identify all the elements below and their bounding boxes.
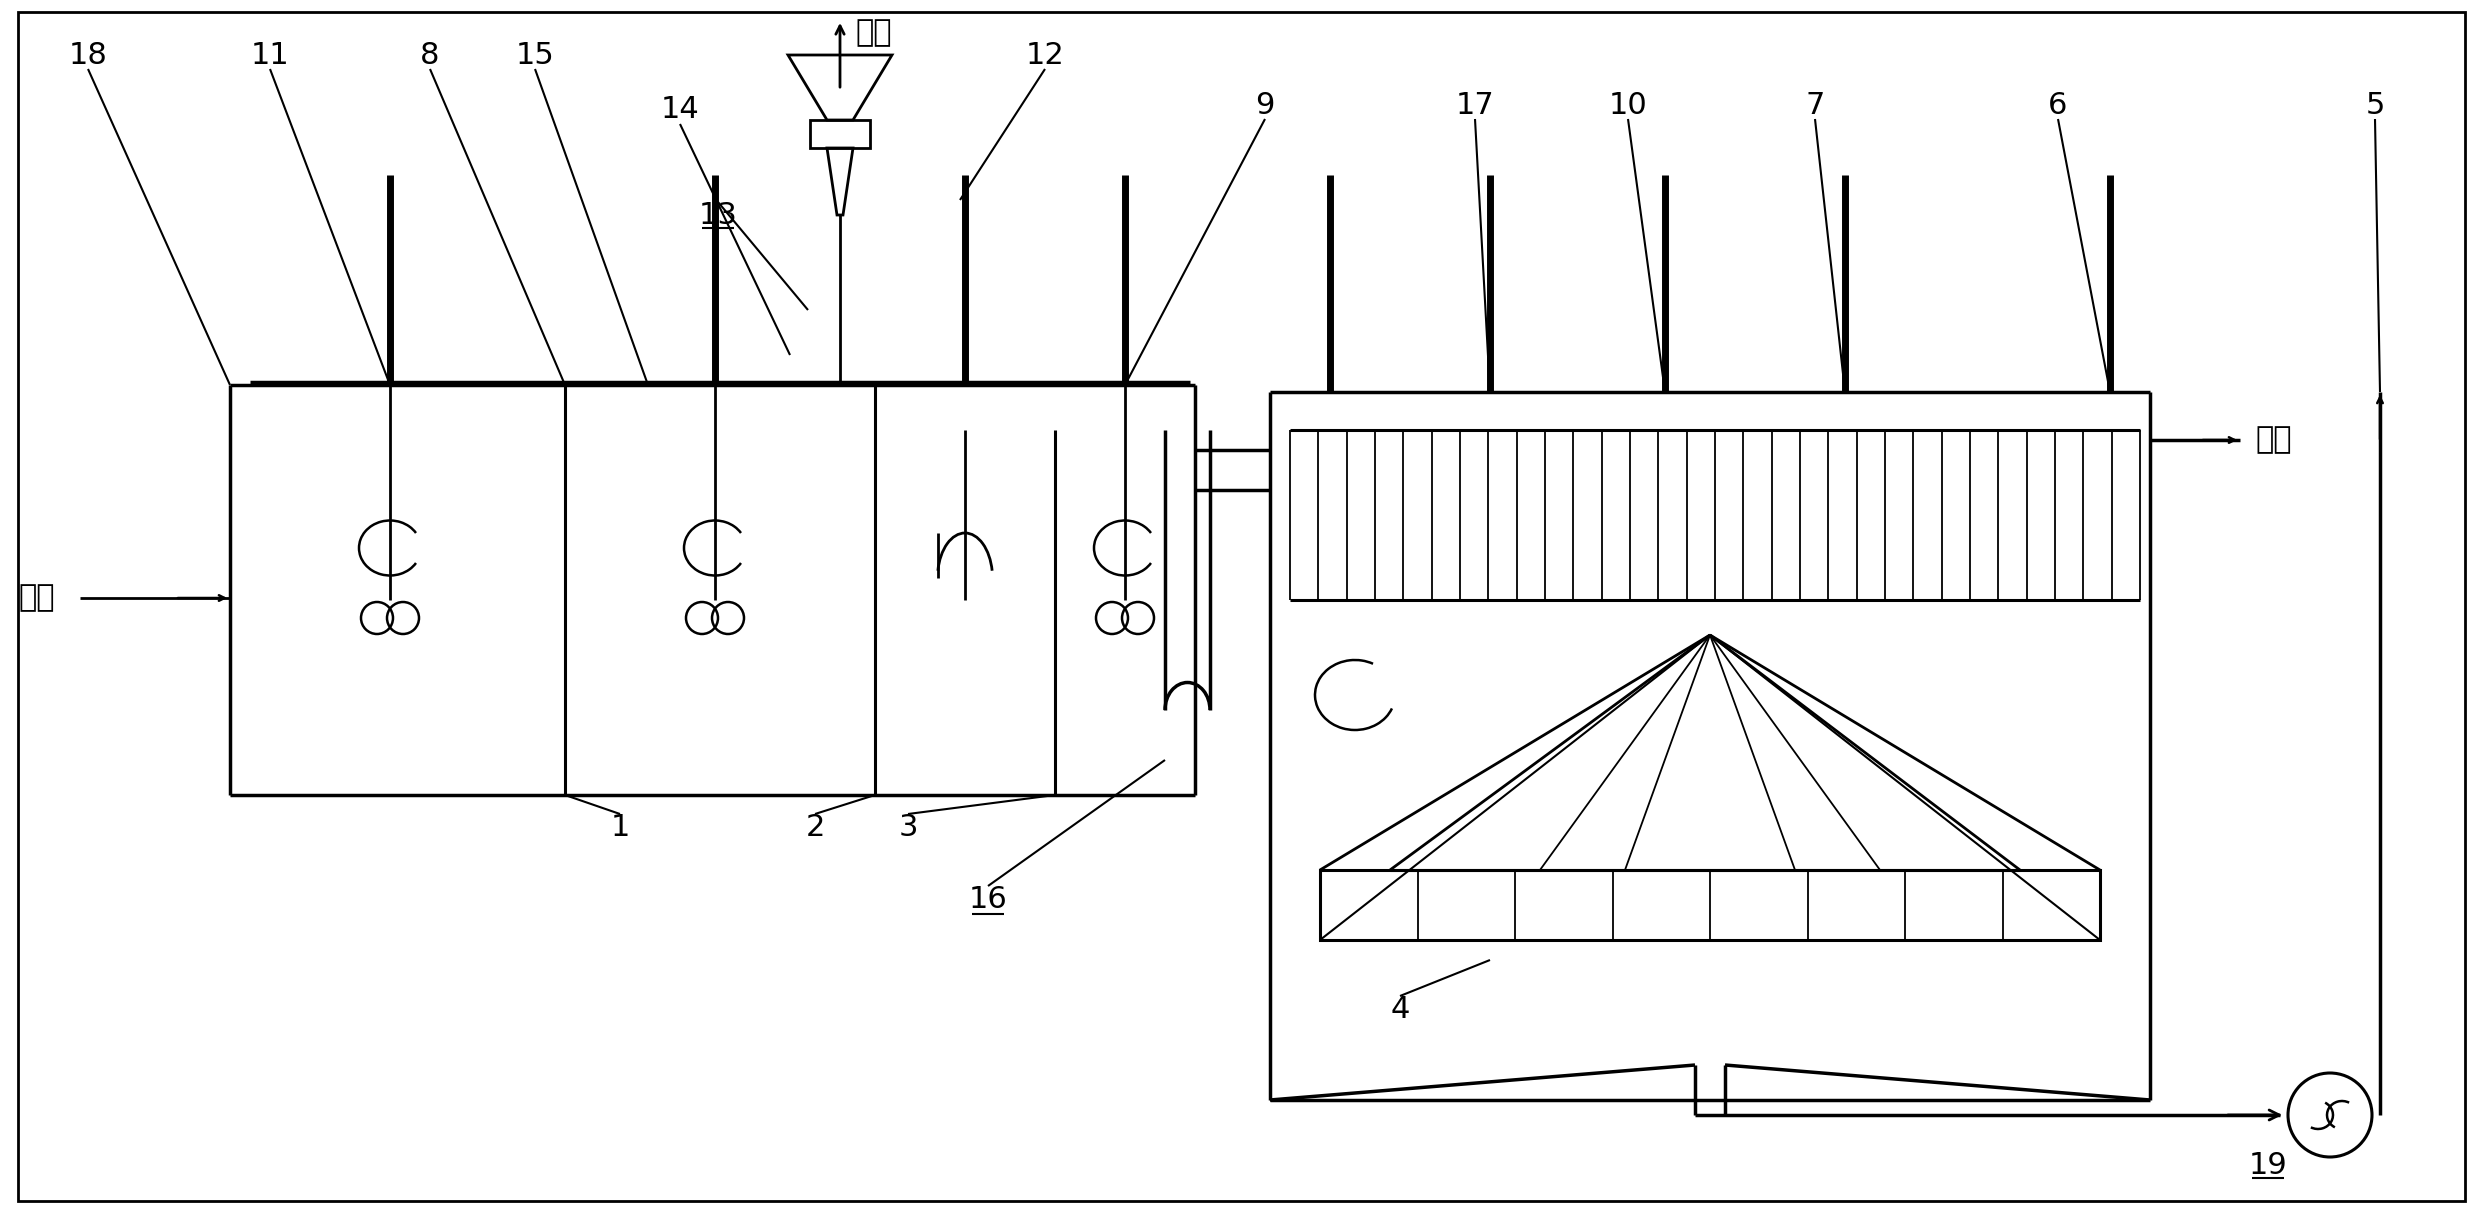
Text: 14: 14	[660, 96, 700, 125]
Text: 18: 18	[70, 40, 107, 69]
Bar	[809, 120, 869, 148]
Text: 出水: 出水	[2255, 426, 2292, 455]
Text: 17: 17	[1455, 91, 1495, 120]
Text: 进水: 进水	[17, 583, 55, 613]
Text: 19: 19	[2250, 1150, 2287, 1179]
Text: 1: 1	[611, 814, 631, 843]
Text: 4: 4	[1390, 996, 1410, 1025]
Text: 5: 5	[2366, 91, 2384, 120]
Text: 13: 13	[698, 200, 737, 229]
Text: 15: 15	[516, 40, 554, 69]
Text: 9: 9	[1256, 91, 1274, 120]
Text: 12: 12	[1025, 40, 1065, 69]
Text: 污泥: 污泥	[854, 18, 891, 47]
Text: 16: 16	[968, 885, 1008, 915]
Text: 10: 10	[1609, 91, 1646, 120]
Text: 7: 7	[1805, 91, 1825, 120]
Bar	[1321, 870, 2101, 940]
Text: 11: 11	[251, 40, 291, 69]
Text: 8: 8	[420, 40, 439, 69]
Text: 6: 6	[2048, 91, 2068, 120]
Text: 2: 2	[804, 814, 824, 843]
Text: 3: 3	[899, 814, 919, 843]
